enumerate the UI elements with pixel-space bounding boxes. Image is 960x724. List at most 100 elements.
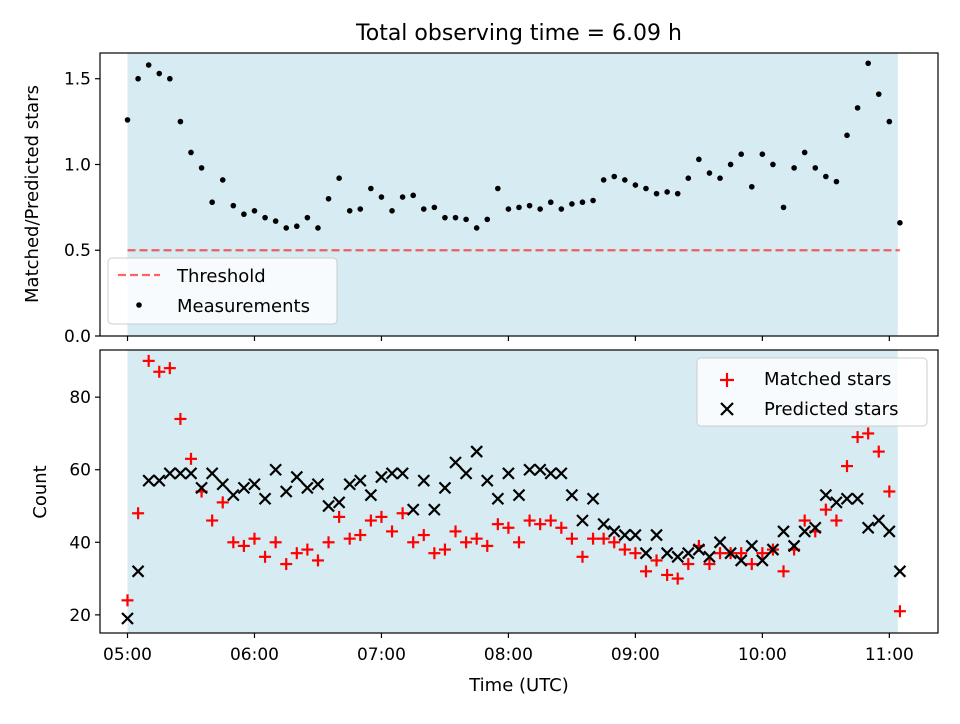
x-axis-label: Time (UTC) — [468, 675, 569, 696]
matched-star-point — [544, 514, 557, 527]
matched-star-point — [343, 532, 356, 545]
legend-measurements-swatch — [136, 302, 142, 308]
measurement-point — [495, 185, 501, 192]
predicted-stars-points — [121, 445, 907, 625]
predicted-star-point — [703, 550, 716, 564]
matched-star-point — [132, 507, 145, 520]
matched-star-point — [407, 536, 420, 549]
matched-star-point — [290, 547, 303, 560]
predicted-star-point — [248, 477, 261, 491]
predicted-star-point — [142, 474, 155, 487]
measurement-point — [897, 220, 903, 226]
measurement-point — [219, 177, 226, 183]
predicted-star-point — [364, 488, 378, 502]
predicted-star-point — [269, 463, 282, 477]
chart-title: Total observing time = 6.09 h — [355, 21, 682, 46]
bottom-x-tick-label: 06:00 — [230, 645, 279, 665]
predicted-star-point — [618, 528, 632, 542]
predicted-star-point — [121, 612, 134, 625]
predicted-star-point — [629, 528, 642, 542]
top-y-tick-label: 1.5 — [64, 70, 91, 90]
measurement-point — [558, 206, 565, 212]
matched-star-point — [174, 412, 187, 425]
matched-star-point — [576, 550, 589, 563]
matched-star-point — [375, 510, 388, 523]
predicted-star-point — [724, 546, 737, 560]
measurement-point — [315, 225, 321, 231]
measurement-point — [399, 194, 406, 200]
matched-star-point — [417, 529, 430, 542]
predicted-star-point — [840, 492, 854, 506]
predicted-star-point — [830, 496, 843, 509]
matched-star-point — [502, 521, 515, 534]
matched-star-point — [830, 514, 843, 527]
predicted-star-point — [639, 546, 653, 560]
matched-star-point — [671, 572, 684, 585]
matched-star-point — [661, 568, 674, 581]
measurement-point — [473, 225, 480, 231]
measurement-point — [167, 75, 173, 82]
measurement-point — [759, 151, 766, 157]
matched-star-point — [322, 536, 335, 549]
predicted-star-point — [650, 528, 663, 542]
measurement-point — [801, 149, 808, 156]
predicted-star-point — [607, 525, 621, 538]
measurement-point — [389, 207, 395, 214]
top-y-axis: 0.0 0.5 1.0 1.5 — [64, 70, 100, 347]
measurement-point — [611, 173, 618, 180]
matched-star-point — [883, 485, 896, 498]
matched-star-point — [333, 510, 346, 523]
predicted-star-point — [555, 467, 568, 480]
bottom-x-tick-label: 10:00 — [738, 645, 787, 665]
matched-star-point — [565, 532, 578, 545]
matched-star-point — [491, 518, 504, 531]
measurement-points — [124, 60, 903, 231]
measurement-point — [188, 149, 194, 156]
matched-star-point — [523, 514, 536, 527]
bottom-x-tick-label: 11:00 — [865, 645, 914, 665]
predicted-star-point — [417, 474, 431, 487]
measurement-point — [177, 118, 184, 125]
measurement-point — [600, 177, 607, 183]
measurement-point — [452, 214, 459, 221]
top-y-tick-label: 1.0 — [64, 155, 91, 175]
matched-star-point — [396, 507, 409, 520]
measurement-point — [886, 118, 893, 125]
predicted-star-point — [163, 467, 177, 480]
bottom-legend-box — [696, 357, 928, 427]
matched-star-point — [237, 539, 250, 552]
measurement-point — [431, 204, 438, 211]
matched-star-point — [872, 445, 885, 458]
predicted-star-point — [851, 492, 864, 506]
matched-star-point — [269, 536, 282, 549]
measurement-point — [632, 182, 639, 188]
matched-star-point — [745, 558, 758, 571]
legend-predicted-label: Predicted stars — [764, 399, 898, 420]
matched-star-point — [142, 354, 155, 367]
matched-star-point — [216, 496, 229, 509]
matched-star-point — [703, 558, 716, 571]
matched-star-point — [735, 547, 748, 560]
predicted-star-point — [290, 470, 304, 484]
predicted-star-point — [883, 525, 896, 538]
measurement-point — [590, 197, 596, 204]
predicted-star-point — [671, 550, 684, 564]
measurement-point — [547, 199, 554, 206]
measurement-point — [283, 225, 290, 231]
predicted-star-point — [385, 467, 399, 480]
predicted-star-point — [893, 565, 907, 578]
predicted-star-point — [692, 543, 706, 556]
measurement-point — [262, 214, 268, 221]
measurement-point — [653, 190, 660, 197]
measurement-point — [696, 156, 702, 163]
predicted-star-point — [861, 521, 875, 535]
bottom-x-tick-label: 08:00 — [484, 645, 533, 665]
measurement-point — [516, 204, 522, 211]
matched-star-point — [280, 558, 293, 571]
predicted-star-point — [195, 481, 208, 495]
predicted-star-point — [396, 467, 409, 480]
top-legend-box — [107, 257, 338, 325]
predicted-star-point — [544, 467, 558, 480]
measurement-point — [198, 165, 205, 171]
